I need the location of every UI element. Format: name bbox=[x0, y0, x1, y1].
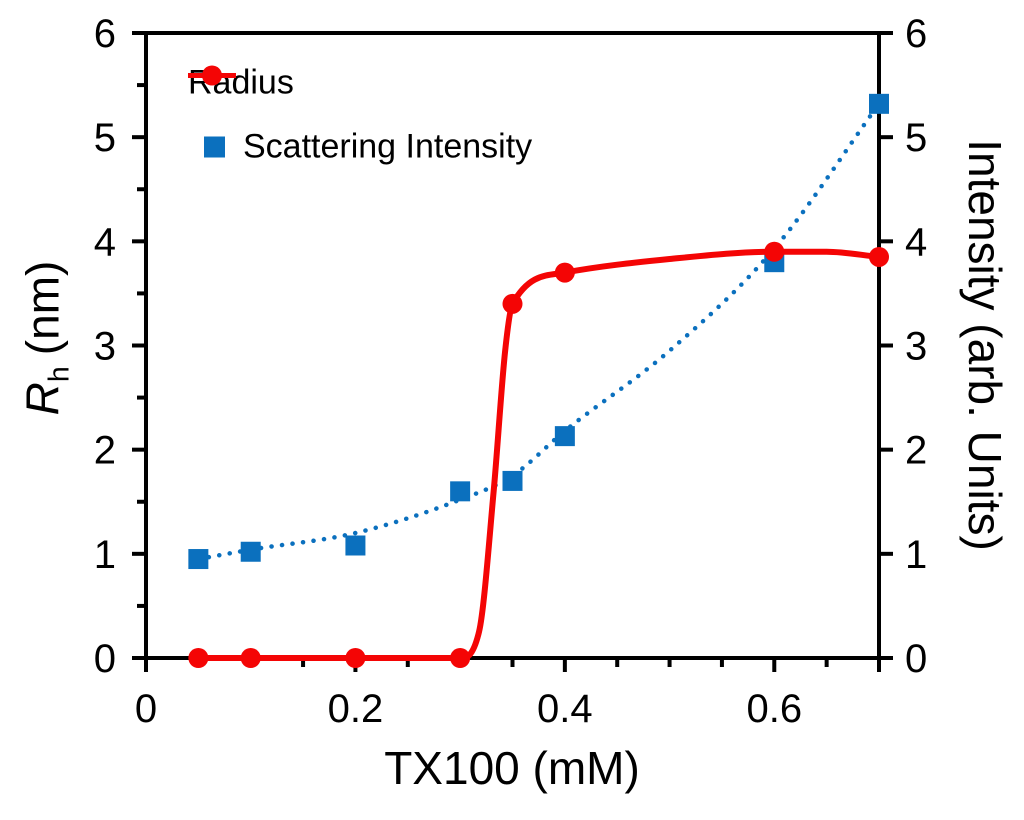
x-axis-title: TX100 (mM) bbox=[384, 742, 640, 794]
data-point-radius bbox=[345, 648, 366, 668]
y-left-subscript: h bbox=[43, 366, 76, 383]
legend-item-radius: Radius bbox=[188, 64, 294, 103]
y-left-symbol: R bbox=[16, 382, 69, 416]
y-left-tick-label: 4 bbox=[94, 220, 116, 264]
data-point-scattering-intensity bbox=[240, 541, 261, 562]
data-point-scattering-intensity bbox=[869, 93, 889, 114]
legend-item-scattering-intensity: Scattering Intensity bbox=[204, 128, 532, 167]
y-left-tick-label: 6 bbox=[94, 12, 116, 56]
y-left-tick-label: 5 bbox=[94, 116, 116, 160]
y-right-tick-label: 6 bbox=[905, 12, 927, 56]
x-tick-label: 0 bbox=[135, 687, 157, 731]
y-right-tick-label: 3 bbox=[905, 325, 927, 369]
data-point-radius bbox=[450, 648, 471, 668]
data-point-scattering-intensity bbox=[554, 426, 575, 447]
data-point-radius bbox=[869, 246, 889, 267]
data-point-scattering-intensity bbox=[345, 535, 366, 556]
data-point-scattering-intensity bbox=[502, 470, 523, 491]
scattering-legend-marker-icon bbox=[204, 136, 225, 158]
y-axis-right-title: Intensity (arb. Units) bbox=[959, 139, 1011, 551]
y-axis-left-title: Rh (nm) bbox=[15, 261, 76, 416]
y-left-tick-label: 0 bbox=[94, 637, 116, 681]
x-tick-label: 0.6 bbox=[746, 687, 802, 731]
data-point-radius bbox=[502, 293, 523, 314]
data-point-radius bbox=[764, 241, 785, 262]
data-point-radius bbox=[554, 262, 575, 283]
radius-legend-marker-icon bbox=[188, 65, 236, 86]
y-right-tick-label: 2 bbox=[905, 429, 927, 473]
x-tick-label: 0.2 bbox=[328, 687, 384, 731]
data-point-radius bbox=[188, 648, 209, 668]
y-right-tick-label: 5 bbox=[905, 116, 927, 160]
series-line-scattering-intensity bbox=[196, 101, 882, 562]
data-point-radius bbox=[240, 648, 261, 668]
y-right-tick-label: 1 bbox=[905, 533, 927, 577]
y-left-units: (nm) bbox=[16, 260, 69, 356]
y-left-tick-label: 1 bbox=[94, 533, 116, 577]
data-point-scattering-intensity bbox=[188, 549, 209, 570]
y-right-tick-label: 0 bbox=[905, 637, 927, 681]
legend-label-scattering-intensity: Scattering Intensity bbox=[243, 127, 533, 166]
y-left-tick-label: 2 bbox=[94, 429, 116, 473]
data-point-scattering-intensity bbox=[450, 481, 471, 502]
y-left-tick-label: 3 bbox=[94, 325, 116, 369]
y-right-tick-label: 4 bbox=[905, 220, 927, 264]
x-tick-label: 0.4 bbox=[537, 687, 593, 731]
